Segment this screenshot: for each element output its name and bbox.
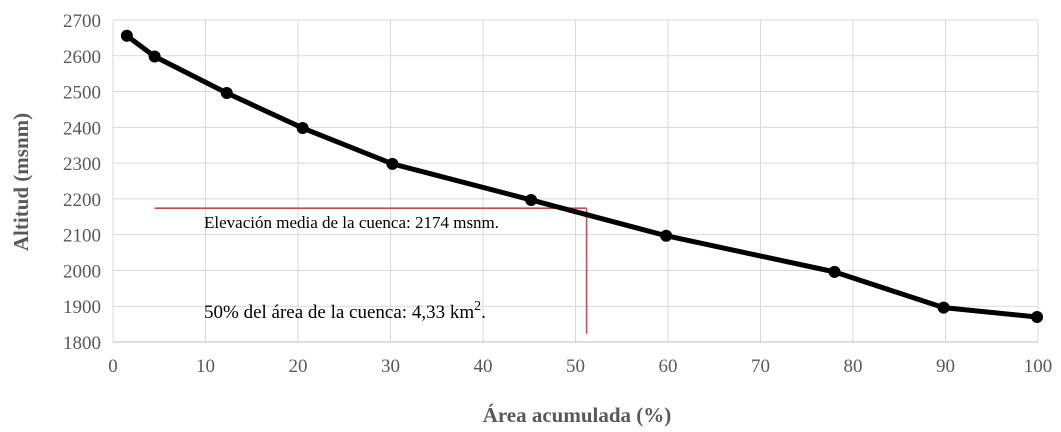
data-point [296,122,309,135]
area-50-annotation-sup: 2 [474,299,481,314]
y-tick-label: 2500 [63,83,101,104]
area-50-annotation-end: . [481,302,486,323]
data-point [386,157,399,170]
area-50-annotation: 50% del área de la cuenca: 4,33 km2. [204,299,486,323]
data-point [525,193,538,206]
y-axis-title: Altitud (msnm) [9,113,33,251]
x-tick-label: 100 [1024,356,1053,377]
reference-lines [154,207,588,334]
x-tick-label: 0 [108,356,118,377]
y-tick-label: 2200 [63,190,101,211]
series-line [124,33,1040,320]
axes: 0 10 20 30 40 50 60 70 80 90 100180019002000210022… [63,11,1052,377]
data-point [937,301,950,314]
data-point [660,229,673,242]
x-tick-label: 30 [381,356,400,377]
y-tick-label: 1900 [63,297,101,318]
y-tick-label: 2000 [63,261,101,282]
data-point [220,86,233,99]
x-tick-label: 80 [844,356,863,377]
area-50-annotation-main: 50% del área de la cuenca: 4,33 km [204,302,474,323]
data-point [1031,310,1044,323]
y-tick-label: 2300 [63,154,101,175]
x-tick-label: 10 [196,356,215,377]
y-tick-label: 2100 [63,226,101,247]
data-point [148,50,161,63]
x-tick-label: 50 [566,356,585,377]
y-tick-label: 2700 [63,11,101,32]
x-tick-label: 60 [659,356,678,377]
x-tick-label: 40 [474,356,493,377]
mean-elevation-annotation: Elevación media de la cuenca: 2174 msnm. [204,213,499,232]
series [120,29,1044,323]
y-tick-label: 2400 [63,118,101,139]
y-tick-label: 1800 [63,333,101,354]
x-axis-title: Área acumulada (%) [483,403,672,427]
data-point [120,29,133,42]
labels: Área acumulada (%) Altitud (msnm) Elevac… [9,113,671,427]
x-tick-label: 70 [751,356,770,377]
y-tick-label: 2600 [63,47,101,68]
x-tick-label: 90 [936,356,955,377]
x-tick-label: 20 [289,356,308,377]
data-point [828,265,841,278]
